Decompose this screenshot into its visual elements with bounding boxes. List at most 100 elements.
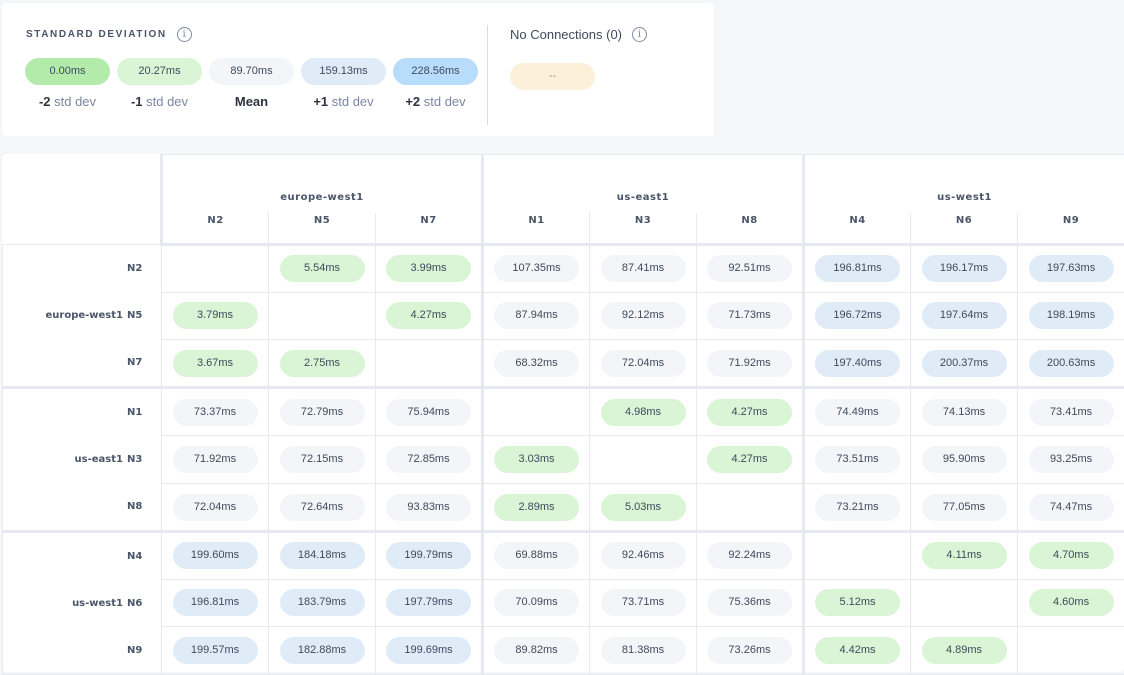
latency-pill[interactable]: 70.09ms xyxy=(494,589,579,616)
latency-cell: 81.38ms xyxy=(590,627,697,675)
latency-pill[interactable]: 199.57ms xyxy=(173,637,258,664)
latency-pill[interactable]: 73.71ms xyxy=(601,589,686,616)
latency-pill[interactable]: 199.60ms xyxy=(173,542,258,569)
latency-pill[interactable]: 77.05ms xyxy=(922,494,1007,521)
legend-label: +1 std dev xyxy=(301,94,386,109)
info-icon[interactable]: i xyxy=(632,27,647,42)
latency-cell: 3.67ms xyxy=(162,340,269,388)
latency-pill[interactable]: 199.79ms xyxy=(386,542,471,569)
latency-pill[interactable]: 3.79ms xyxy=(173,302,258,329)
latency-pill[interactable]: 75.36ms xyxy=(707,589,792,616)
latency-pill[interactable]: 71.92ms xyxy=(707,350,792,377)
latency-pill[interactable]: 4.27ms xyxy=(386,302,471,329)
latency-pill[interactable]: 74.47ms xyxy=(1029,494,1114,521)
latency-cell: 182.88ms xyxy=(269,627,376,675)
latency-pill[interactable]: 183.79ms xyxy=(280,589,365,616)
node-header: N6 xyxy=(911,213,1018,245)
latency-pill[interactable]: 92.46ms xyxy=(601,542,686,569)
latency-pill[interactable]: 71.92ms xyxy=(173,446,258,473)
latency-pill[interactable]: 5.12ms xyxy=(815,589,900,616)
latency-pill[interactable]: 107.35ms xyxy=(494,255,579,282)
latency-pill[interactable]: 87.41ms xyxy=(601,255,686,282)
latency-pill[interactable]: 3.03ms xyxy=(494,446,579,473)
latency-pill[interactable]: 69.88ms xyxy=(494,542,579,569)
latency-cell: 197.79ms xyxy=(376,579,483,627)
latency-pill[interactable]: 5.54ms xyxy=(280,255,365,282)
latency-pill[interactable]: 196.17ms xyxy=(922,255,1007,282)
latency-pill[interactable]: 92.51ms xyxy=(707,255,792,282)
latency-pill[interactable]: 92.24ms xyxy=(707,542,792,569)
latency-pill[interactable]: 81.38ms xyxy=(601,637,686,664)
latency-pill[interactable]: 196.81ms xyxy=(815,255,900,282)
latency-pill[interactable]: 5.03ms xyxy=(601,494,686,521)
latency-pill[interactable]: 196.81ms xyxy=(173,589,258,616)
latency-pill[interactable]: 4.60ms xyxy=(1029,589,1114,616)
latency-pill[interactable]: 3.67ms xyxy=(173,350,258,377)
latency-cell: 73.37ms xyxy=(162,388,269,436)
latency-pill[interactable]: 72.04ms xyxy=(601,350,686,377)
latency-cell: 92.46ms xyxy=(590,532,697,580)
latency-pill[interactable]: 2.89ms xyxy=(494,494,579,521)
latency-cell: 4.60ms xyxy=(1018,579,1124,627)
latency-pill[interactable]: 199.69ms xyxy=(386,637,471,664)
latency-pill[interactable]: 4.27ms xyxy=(707,446,792,473)
latency-cell: 74.49ms xyxy=(804,388,911,436)
latency-pill[interactable]: 89.82ms xyxy=(494,637,579,664)
latency-pill[interactable]: 4.70ms xyxy=(1029,542,1114,569)
latency-pill[interactable]: 4.89ms xyxy=(922,637,1007,664)
latency-cell: 199.60ms xyxy=(162,532,269,580)
latency-pill[interactable]: 72.04ms xyxy=(173,494,258,521)
latency-pill[interactable]: 4.98ms xyxy=(601,399,686,426)
row-node-label: N4 xyxy=(127,551,161,562)
no-connections-title: No Connections (0)i xyxy=(510,27,647,42)
latency-pill[interactable]: 4.11ms xyxy=(922,542,1007,569)
latency-pill[interactable]: 73.51ms xyxy=(815,446,900,473)
latency-cell: 5.12ms xyxy=(804,579,911,627)
latency-pill[interactable]: 73.21ms xyxy=(815,494,900,521)
latency-pill[interactable]: 196.72ms xyxy=(815,302,900,329)
latency-pill[interactable]: 93.83ms xyxy=(386,494,471,521)
latency-pill[interactable]: 71.73ms xyxy=(707,302,792,329)
latency-pill[interactable]: 197.63ms xyxy=(1029,255,1114,282)
latency-pill[interactable]: 200.63ms xyxy=(1029,350,1114,377)
latency-pill[interactable]: 4.27ms xyxy=(707,399,792,426)
latency-pill[interactable]: 200.37ms xyxy=(922,350,1007,377)
latency-pill[interactable]: 73.26ms xyxy=(707,637,792,664)
latency-cell: 196.81ms xyxy=(162,579,269,627)
latency-pill[interactable]: 73.41ms xyxy=(1029,399,1114,426)
latency-pill[interactable]: 95.90ms xyxy=(922,446,1007,473)
latency-pill[interactable]: 2.75ms xyxy=(280,350,365,377)
latency-pill[interactable]: 182.88ms xyxy=(280,637,365,664)
info-icon[interactable]: i xyxy=(177,27,192,42)
row-node-label: N3 xyxy=(127,454,161,465)
latency-pill[interactable]: 4.42ms xyxy=(815,637,900,664)
latency-pill[interactable]: 74.13ms xyxy=(922,399,1007,426)
latency-cell: 73.26ms xyxy=(697,627,804,675)
latency-pill[interactable]: 68.32ms xyxy=(494,350,579,377)
latency-pill[interactable]: 197.40ms xyxy=(815,350,900,377)
latency-pill[interactable]: 73.37ms xyxy=(173,399,258,426)
latency-pill[interactable]: 197.79ms xyxy=(386,589,471,616)
legend-label: -1 std dev xyxy=(117,94,202,109)
latency-pill[interactable]: 72.64ms xyxy=(280,494,365,521)
latency-pill[interactable]: 74.49ms xyxy=(815,399,900,426)
latency-cell: 200.37ms xyxy=(911,340,1018,388)
latency-pill[interactable]: 3.99ms xyxy=(386,255,471,282)
latency-pill[interactable]: 198.19ms xyxy=(1029,302,1114,329)
latency-cell xyxy=(162,245,269,293)
latency-pill[interactable]: 75.94ms xyxy=(386,399,471,426)
latency-pill[interactable]: 184.18ms xyxy=(280,542,365,569)
latency-pill[interactable]: 197.64ms xyxy=(922,302,1007,329)
latency-pill[interactable]: 72.79ms xyxy=(280,399,365,426)
latency-pill[interactable]: 93.25ms xyxy=(1029,446,1114,473)
latency-pill[interactable]: 87.94ms xyxy=(494,302,579,329)
latency-pill[interactable]: 92.12ms xyxy=(601,302,686,329)
latency-cell: 107.35ms xyxy=(483,245,590,293)
latency-pill[interactable]: 72.15ms xyxy=(280,446,365,473)
latency-pill[interactable]: 72.85ms xyxy=(386,446,471,473)
legend-pill: 0.00ms xyxy=(25,58,110,85)
